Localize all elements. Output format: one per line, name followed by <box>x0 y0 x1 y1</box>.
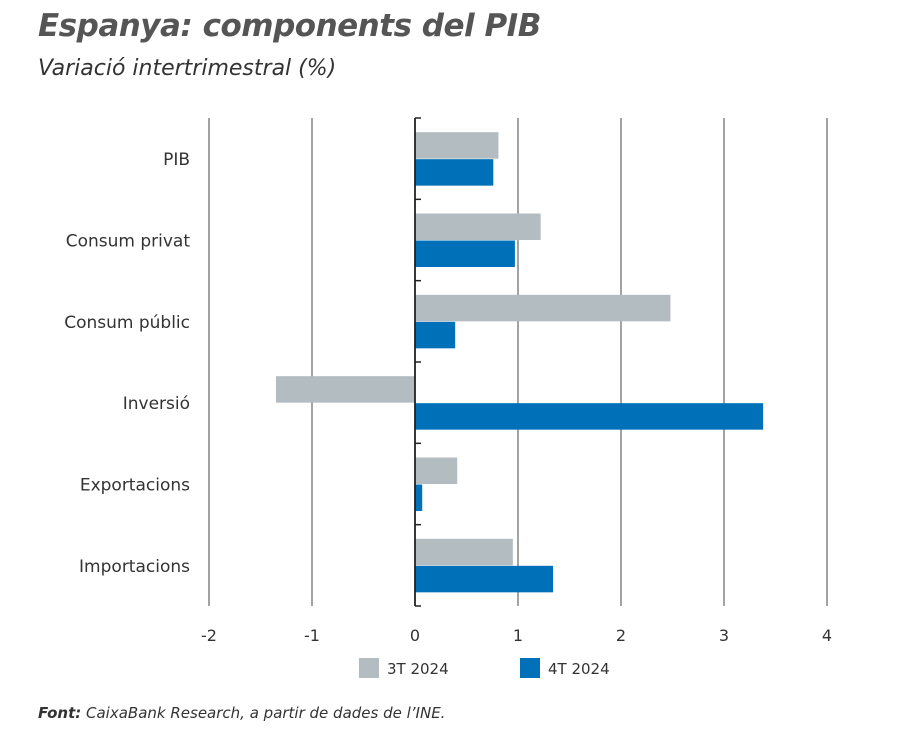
category-label: Exportacions <box>80 476 190 496</box>
legend-label: 4T 2024 <box>548 660 610 678</box>
bar-3t-2024 <box>415 457 458 484</box>
source-text: CaixaBank Research, a partir de dades de… <box>81 704 446 722</box>
legend-label: 3T 2024 <box>387 660 449 678</box>
category-label: Importacions <box>79 557 190 577</box>
x-tick-label: 0 <box>410 626 420 645</box>
bar-4t-2024 <box>415 565 554 593</box>
x-tick-label: -2 <box>201 626 217 645</box>
bar-3t-2024 <box>415 294 671 322</box>
bar-4t-2024 <box>415 403 764 430</box>
category-label: Consum públic <box>64 313 190 333</box>
category-label: PIB <box>163 150 190 170</box>
bar-3t-2024 <box>275 376 415 403</box>
x-tick-label: 4 <box>822 626 832 645</box>
category-label: Inversió <box>123 394 190 414</box>
bar-3t-2024 <box>415 132 499 159</box>
bar-3t-2024 <box>415 213 541 240</box>
source-note: Font: CaixaBank Research, a partir de da… <box>38 704 445 722</box>
bar-3t-2024 <box>415 538 513 566</box>
x-tick-label: 3 <box>719 626 729 645</box>
chart-title: Espanya: components del PIB <box>38 8 541 44</box>
legend-swatch <box>359 658 379 678</box>
bar-4t-2024 <box>415 484 423 511</box>
bar-4t-2024 <box>415 240 515 267</box>
chart-subtitle: Variació intertrimestral (%) <box>38 56 337 81</box>
source-label: Font: <box>38 704 82 722</box>
x-tick-label: 2 <box>616 626 626 645</box>
bar-4t-2024 <box>415 159 494 186</box>
category-label: Consum privat <box>66 232 191 252</box>
bar-4t-2024 <box>415 321 456 349</box>
x-tick-label: 1 <box>513 626 523 645</box>
x-tick-label: -1 <box>304 626 320 645</box>
legend-swatch <box>520 658 540 678</box>
